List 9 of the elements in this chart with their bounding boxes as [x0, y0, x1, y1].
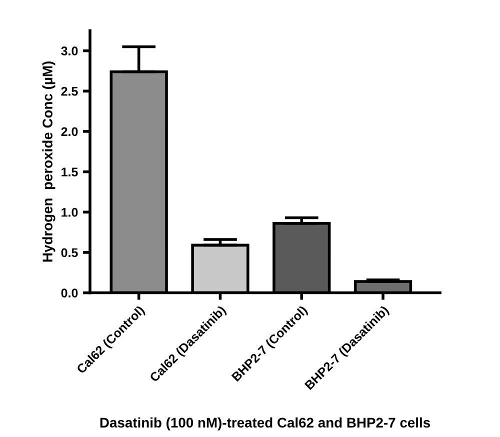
y-tick-label: 2.0: [61, 127, 78, 136]
y-tick-label: 1.5: [62, 168, 78, 176]
y-tick-label: 0.5: [61, 248, 78, 258]
y-tick-label: 0.0: [61, 288, 78, 298]
y-tick-label: 3.0: [61, 46, 78, 56]
x-axis-title: Dasatinib (100 nM)-treated Cal62 and BHP2-7 cells: [100, 417, 430, 430]
y-axis-title: Hydrogen peroxide Conc (µM): [42, 62, 56, 262]
y-tick-label: 1.0: [62, 208, 78, 217]
y-tick-label: 2.5: [61, 86, 78, 96]
